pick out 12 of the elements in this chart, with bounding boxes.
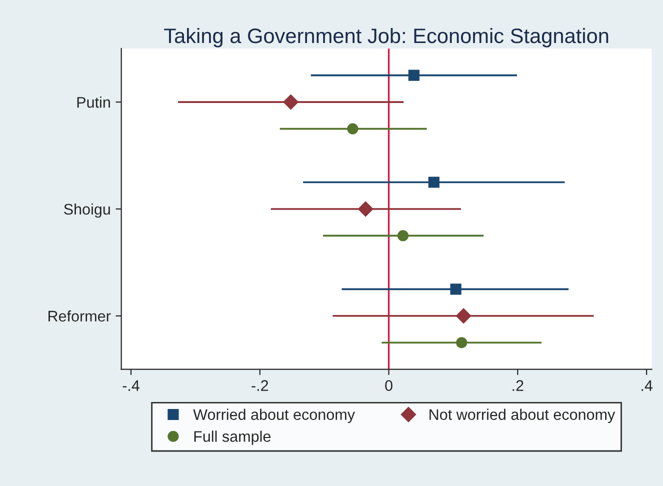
y-tick-label: Shoigu [64, 203, 110, 218]
y-tick-label: Putin [77, 96, 110, 108]
y-tick-label: Reformer [48, 310, 111, 322]
x-tick-label: .2 [512, 380, 524, 391]
legend-label: Not worried about economy [430, 408, 616, 424]
x-tick-label: .4 [642, 380, 652, 391]
x-tick-label: -.2 [252, 380, 268, 391]
chart-title: Taking a Government Job: Economic Stagnation [164, 28, 608, 48]
legend-label: Worried about economy [193, 408, 355, 424]
x-tick-label: 0 [385, 380, 392, 391]
legend-label: Full sample [194, 430, 271, 445]
x-tick-label: -.4 [122, 380, 140, 391]
